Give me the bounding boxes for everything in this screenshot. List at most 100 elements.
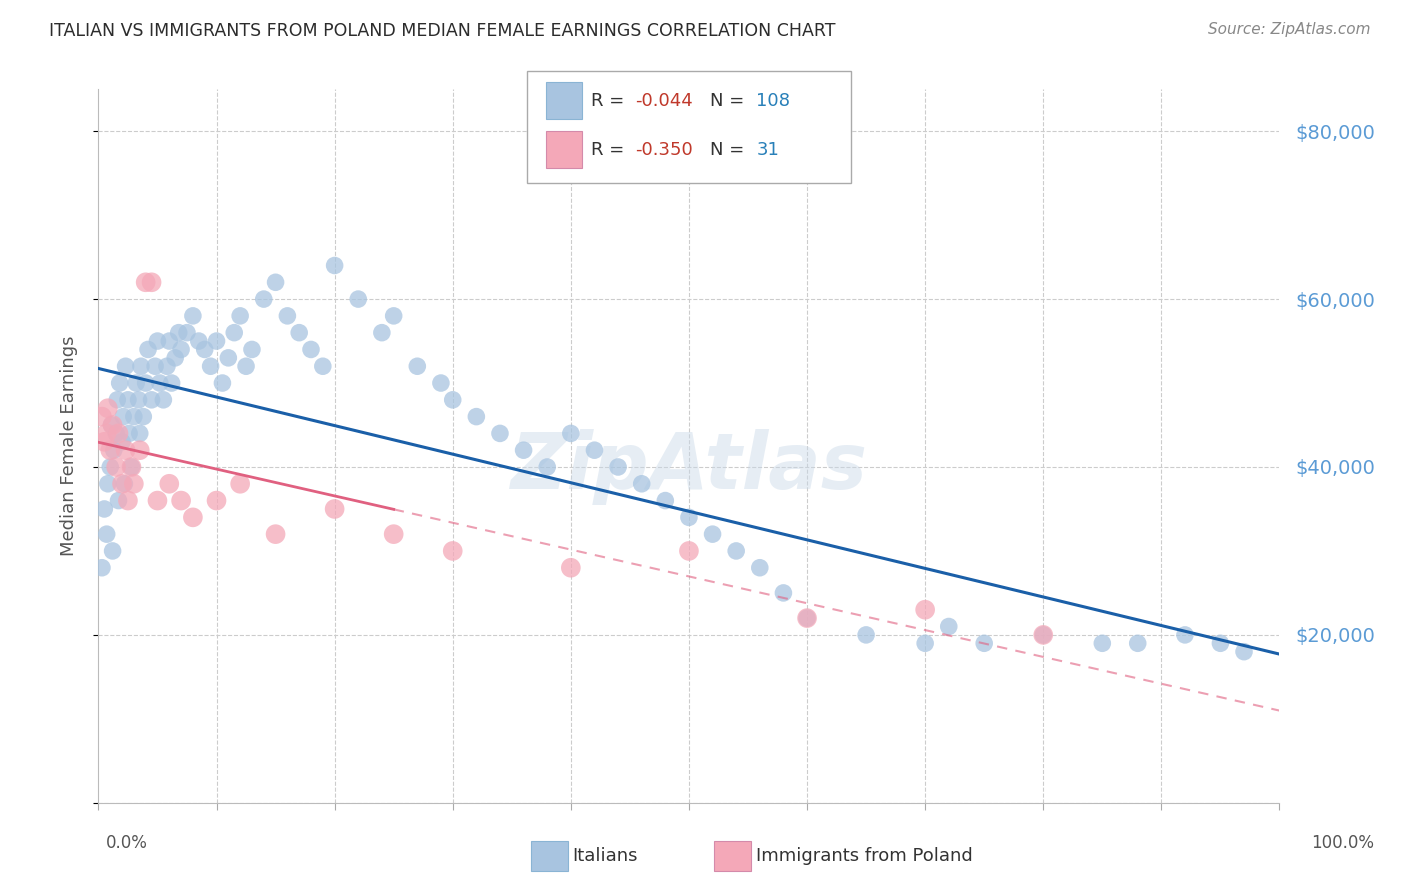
Point xyxy=(93,434,115,449)
Point xyxy=(118,426,141,441)
Point xyxy=(200,359,222,374)
Point xyxy=(382,309,405,323)
Point xyxy=(382,527,405,541)
Point xyxy=(772,586,794,600)
Text: R =: R = xyxy=(591,92,630,111)
Point xyxy=(1126,636,1149,650)
Point xyxy=(630,476,652,491)
Text: R =: R = xyxy=(591,142,630,160)
Point xyxy=(264,527,287,541)
Point xyxy=(914,636,936,650)
Point xyxy=(229,476,252,491)
Point xyxy=(149,376,172,390)
Point xyxy=(536,460,558,475)
Point xyxy=(100,417,122,432)
Point xyxy=(111,476,134,491)
Point xyxy=(217,351,239,365)
Point xyxy=(122,409,145,424)
Point xyxy=(678,510,700,524)
Point xyxy=(654,493,676,508)
Point xyxy=(855,628,877,642)
Text: -0.044: -0.044 xyxy=(636,92,693,111)
Text: Immigrants from Poland: Immigrants from Poland xyxy=(756,847,973,865)
Point xyxy=(112,409,135,424)
Point xyxy=(98,460,121,475)
Point xyxy=(141,392,163,407)
Point xyxy=(170,343,193,357)
Point xyxy=(607,460,630,475)
Point xyxy=(1233,645,1256,659)
Point xyxy=(165,351,187,365)
Point xyxy=(107,426,129,441)
Point xyxy=(128,392,150,407)
Point xyxy=(157,476,180,491)
Point xyxy=(205,334,228,348)
Point xyxy=(938,619,960,633)
Text: N =: N = xyxy=(710,142,756,160)
Point xyxy=(97,476,120,491)
Point xyxy=(1091,636,1114,650)
Point xyxy=(128,443,150,458)
Point xyxy=(97,401,120,416)
Point xyxy=(135,275,157,289)
Point xyxy=(512,443,534,458)
Point xyxy=(678,544,700,558)
Point xyxy=(430,376,453,390)
Point xyxy=(253,292,276,306)
Point xyxy=(1209,636,1232,650)
Point xyxy=(111,434,134,449)
Point xyxy=(129,359,152,374)
Point xyxy=(240,343,263,357)
Point xyxy=(136,343,159,357)
Point xyxy=(229,309,252,323)
Point xyxy=(299,343,322,357)
Point xyxy=(132,409,155,424)
Text: -0.350: -0.350 xyxy=(636,142,693,160)
Point xyxy=(312,359,335,374)
Point xyxy=(264,275,287,289)
Text: ITALIAN VS IMMIGRANTS FROM POLAND MEDIAN FEMALE EARNINGS CORRELATION CHART: ITALIAN VS IMMIGRANTS FROM POLAND MEDIAN… xyxy=(49,22,835,40)
Point xyxy=(560,426,582,441)
Point xyxy=(125,376,148,390)
Point xyxy=(160,376,183,390)
Point xyxy=(98,443,121,458)
Point xyxy=(101,417,124,432)
Point xyxy=(101,544,124,558)
Point xyxy=(181,510,204,524)
Text: Source: ZipAtlas.com: Source: ZipAtlas.com xyxy=(1208,22,1371,37)
Point xyxy=(725,544,748,558)
Point xyxy=(796,611,818,625)
Point xyxy=(187,334,209,348)
Point xyxy=(96,426,118,441)
Point xyxy=(108,376,131,390)
Point xyxy=(276,309,298,323)
Text: 31: 31 xyxy=(756,142,779,160)
Point xyxy=(157,334,180,348)
Point xyxy=(143,359,166,374)
Point xyxy=(914,603,936,617)
Point xyxy=(583,443,606,458)
Y-axis label: Median Female Earnings: Median Female Earnings xyxy=(59,335,77,557)
Point xyxy=(105,426,128,441)
Point xyxy=(91,409,114,424)
Point xyxy=(323,502,346,516)
Point xyxy=(748,560,770,574)
Point xyxy=(105,392,128,407)
Point xyxy=(1032,628,1054,642)
Point xyxy=(141,275,163,289)
Point xyxy=(347,292,370,306)
Text: Italians: Italians xyxy=(572,847,638,865)
Point xyxy=(135,376,157,390)
Point xyxy=(441,392,464,407)
Point xyxy=(465,409,488,424)
Point xyxy=(146,334,169,348)
Point xyxy=(224,326,246,340)
Point xyxy=(103,443,125,458)
Point xyxy=(194,343,217,357)
Point xyxy=(107,493,129,508)
Point xyxy=(96,527,118,541)
Point xyxy=(128,426,150,441)
Point xyxy=(122,476,145,491)
Point xyxy=(796,611,818,625)
Point xyxy=(114,443,136,458)
